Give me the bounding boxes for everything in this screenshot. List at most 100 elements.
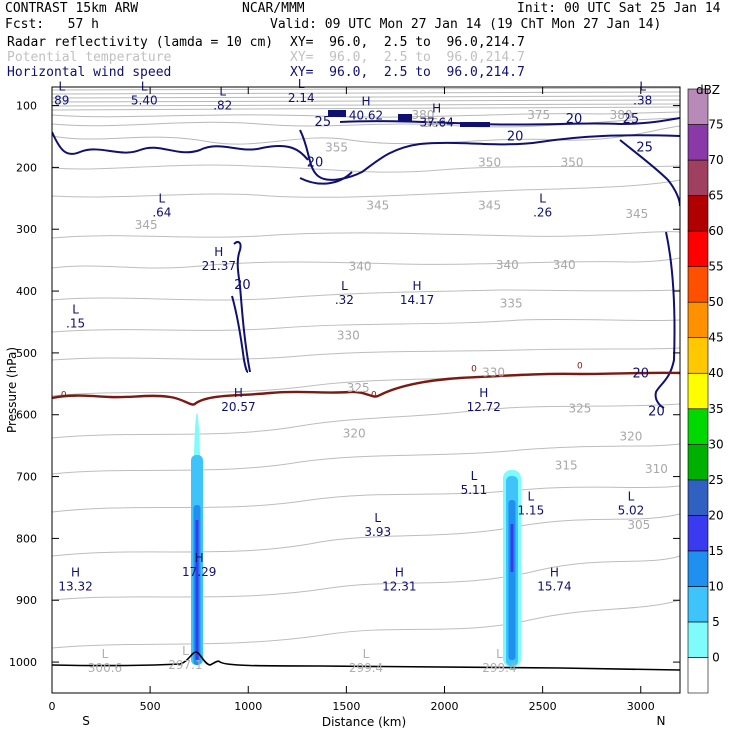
extrema-value: 89: [54, 93, 69, 107]
extrema-kind: L: [363, 647, 370, 661]
theta-label: 345: [135, 218, 158, 232]
theta-label: 345: [366, 199, 389, 213]
theta-label: 340: [553, 258, 576, 272]
extrema-value: 20.57: [221, 400, 255, 414]
colorbar-label: 70: [708, 153, 723, 167]
extrema-value: 5.40: [131, 93, 158, 107]
theta-label: 335: [500, 296, 523, 310]
extrema-kind: L: [374, 511, 381, 525]
extrema-kind: L: [471, 469, 478, 483]
x-tick-label: 500: [140, 700, 161, 713]
colorbar-swatch: [687, 301, 709, 339]
extrema-kind: L: [341, 279, 348, 293]
wind-contour-label: 25: [315, 115, 332, 130]
colorbar-label: 15: [708, 544, 723, 558]
freezing-level-label: 0: [471, 364, 477, 374]
colorbar-swatch: [687, 337, 709, 374]
y-axis-title: Pressure (hPa): [5, 347, 19, 433]
wind-contour-label: 20: [307, 155, 324, 170]
theta-label: 310: [645, 462, 668, 476]
colorbar-unit: dBZ: [696, 83, 720, 97]
x-tick-label: 3000: [627, 700, 655, 713]
extrema-kind: H: [234, 386, 243, 400]
field-theta-xy: XY= 96.0, 2.5 to 96.0,214.7: [290, 50, 525, 65]
theta-label: 325: [347, 381, 370, 395]
wind-contour-label: 20: [234, 278, 251, 293]
extrema-value: .26: [533, 205, 552, 219]
y-tick-label: 400: [16, 285, 37, 298]
extrema-value: 299.4: [349, 661, 383, 675]
colorbar-swatch: [687, 443, 709, 481]
extrema-kind: L: [496, 647, 503, 661]
field-reflectivity-name: Radar reflectivity (lamda = 10 cm): [7, 35, 274, 50]
extrema-kind: L: [72, 303, 79, 317]
theta-label: 320: [343, 426, 366, 440]
theta-label: 355: [325, 141, 348, 155]
colorbar-swatch: [687, 266, 709, 303]
colorbar-swatch: [687, 88, 709, 125]
extrema-kind: L: [639, 79, 646, 93]
model-title: CONTRAST 15km ARW: [5, 1, 139, 16]
y-tick-label: 700: [16, 471, 37, 484]
extrema-value: 12.72: [467, 400, 501, 414]
extrema-value: .82: [213, 98, 232, 112]
theta-label: 320: [619, 429, 642, 443]
extrema-value: 1.15: [517, 503, 544, 517]
x-tick-label: 2500: [529, 700, 557, 713]
colorbar-swatch: [687, 372, 709, 410]
wind-contour-label: 20: [566, 112, 583, 127]
colorbar-label: 30: [708, 437, 723, 451]
extrema-kind: H: [432, 102, 441, 116]
colorbar-label: 0: [712, 650, 720, 664]
jet-core-markers: [328, 110, 490, 127]
colorbar-swatch: [687, 550, 709, 587]
x-axis: 0 500 1000 1500 2000 2500 3000: [49, 87, 655, 713]
theta-label: 305: [627, 518, 650, 532]
wind-contour-label: 20: [507, 129, 524, 144]
extrema-kind: L: [58, 79, 65, 93]
colorbar-swatch: [687, 621, 709, 658]
colorbar-label: 25: [708, 473, 723, 487]
colorbar-label: 45: [708, 331, 723, 345]
extrema-value: 12.31: [382, 579, 416, 593]
wind-contour-label: 25: [636, 141, 653, 156]
x-tick-label: 2000: [431, 700, 459, 713]
field-wind-xy: XY= 96.0, 2.5 to 96.0,214.7: [290, 65, 525, 80]
extrema-value: 14.17: [400, 293, 434, 307]
field-theta-name: Potential temperature: [7, 50, 172, 65]
y-tick-label: 100: [16, 100, 37, 113]
extrema-kind: L: [528, 489, 535, 503]
x-axis-title: Distance (km): [322, 715, 406, 729]
valid-time: Valid: 09 UTC Mon 27 Jan 14 (19 ChT Mon …: [270, 17, 662, 32]
extrema-kind: H: [395, 565, 404, 579]
north-label: N: [657, 714, 666, 728]
colorbar-label: 20: [708, 508, 723, 522]
extrema-kind: L: [141, 79, 148, 93]
theta-label: 340: [496, 258, 519, 272]
extrema-kind: H: [550, 565, 559, 579]
extrema-value: 13.32: [58, 579, 92, 593]
extrema-kind: L: [219, 84, 226, 98]
colorbar-swatch: [687, 408, 709, 445]
extrema-value: 37.64: [419, 116, 453, 130]
org-label: NCAR/MMM: [242, 1, 305, 16]
freezing-level-line: [52, 371, 680, 406]
extrema-kind: H: [413, 279, 422, 293]
extrema-value: 21.37: [202, 259, 236, 273]
forecast-hour: Fcst: 57 h: [5, 17, 99, 32]
extrema-value: 15.74: [537, 579, 571, 593]
extrema-kind: L: [159, 191, 166, 205]
dbz-colorbar: 0 5 10 15 20 25 30 35 40 45 50 55 60 65 70 75: [687, 88, 724, 694]
extrema-value: 3.93: [364, 525, 391, 539]
extrema-kind: L: [298, 77, 305, 91]
theta-label: 315: [555, 458, 578, 472]
theta-label: 330: [482, 366, 505, 380]
theta-label: 375: [527, 108, 550, 122]
extrema-value: 17.29: [182, 565, 216, 579]
extrema-kind: L: [628, 489, 635, 503]
theta-label: 350: [478, 155, 501, 169]
y-tick-label: 1000: [9, 656, 37, 669]
y-tick-label: 800: [16, 532, 37, 545]
theta-label: 340: [349, 259, 372, 273]
